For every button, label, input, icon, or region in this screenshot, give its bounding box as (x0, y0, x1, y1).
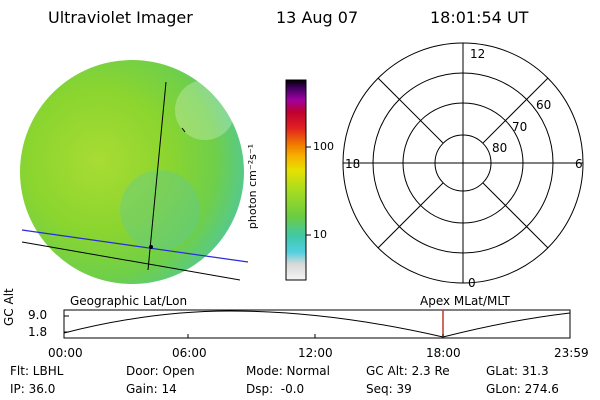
meridian-line (147, 81, 167, 271)
mlt-label-0: 0 (468, 276, 476, 290)
mlt-label-18: 18 (345, 157, 361, 171)
lat-label-70: 70 (512, 120, 528, 134)
y-tick-9: 9.0 (28, 308, 48, 322)
geographic-lat-line (21, 229, 249, 263)
observation-date: 13 Aug 07 (276, 8, 359, 27)
x-tick-1200: 12:00 (298, 346, 333, 360)
x-tick-1800: 18:00 (426, 346, 461, 360)
y-tick-1-8: 1.8 (28, 325, 48, 339)
geographic-caption: Geographic Lat/Lon (70, 294, 188, 308)
altitude-curve (63, 310, 571, 338)
status-mode: Mode: Normal (246, 364, 330, 378)
status-dsp: Dsp: -0.0 (246, 382, 305, 396)
observation-time: 18:01:54 UT (430, 8, 529, 27)
lat-label-80: 80 (492, 141, 508, 155)
colorbar-tick-10: 10 (313, 228, 327, 241)
status-gc-alt: GC Alt: 2.3 Re (366, 364, 450, 378)
altitude-timeline (63, 309, 571, 339)
instrument-title: Ultraviolet Imager (48, 8, 193, 27)
colorbar-tick-100: 100 (313, 140, 334, 153)
mlt-label-12: 12 (470, 47, 486, 61)
lat-label-60: 60 (536, 98, 552, 112)
x-tick-2359: 23:59 (554, 346, 589, 360)
status-door: Door: Open (126, 364, 195, 378)
polar-plot (342, 42, 584, 284)
status-seq: Seq: 39 (366, 382, 412, 396)
uv-disk-image (20, 60, 249, 284)
mlt-label-6: 6 (575, 157, 583, 171)
status-glon: GLon: 274.6 (486, 382, 559, 396)
status-ip: IP: 36.0 (10, 382, 56, 396)
gc-alt-axis-title: GC Alt (2, 288, 16, 326)
subsatellite-point (149, 245, 153, 249)
x-tick-0600: 06:00 (172, 346, 207, 360)
apex-caption: Apex MLat/MLT (420, 294, 510, 308)
x-tick-0000: 00:00 (48, 346, 83, 360)
colorbar (285, 79, 307, 281)
status-gain: Gain: 14 (126, 382, 177, 396)
magnetic-lat-line (21, 241, 241, 281)
status-glat: GLat: 31.3 (486, 364, 549, 378)
status-filter: Flt: LBHL (10, 364, 64, 378)
colorbar-unit-label: photon cm⁻²s⁻¹ (246, 143, 260, 230)
